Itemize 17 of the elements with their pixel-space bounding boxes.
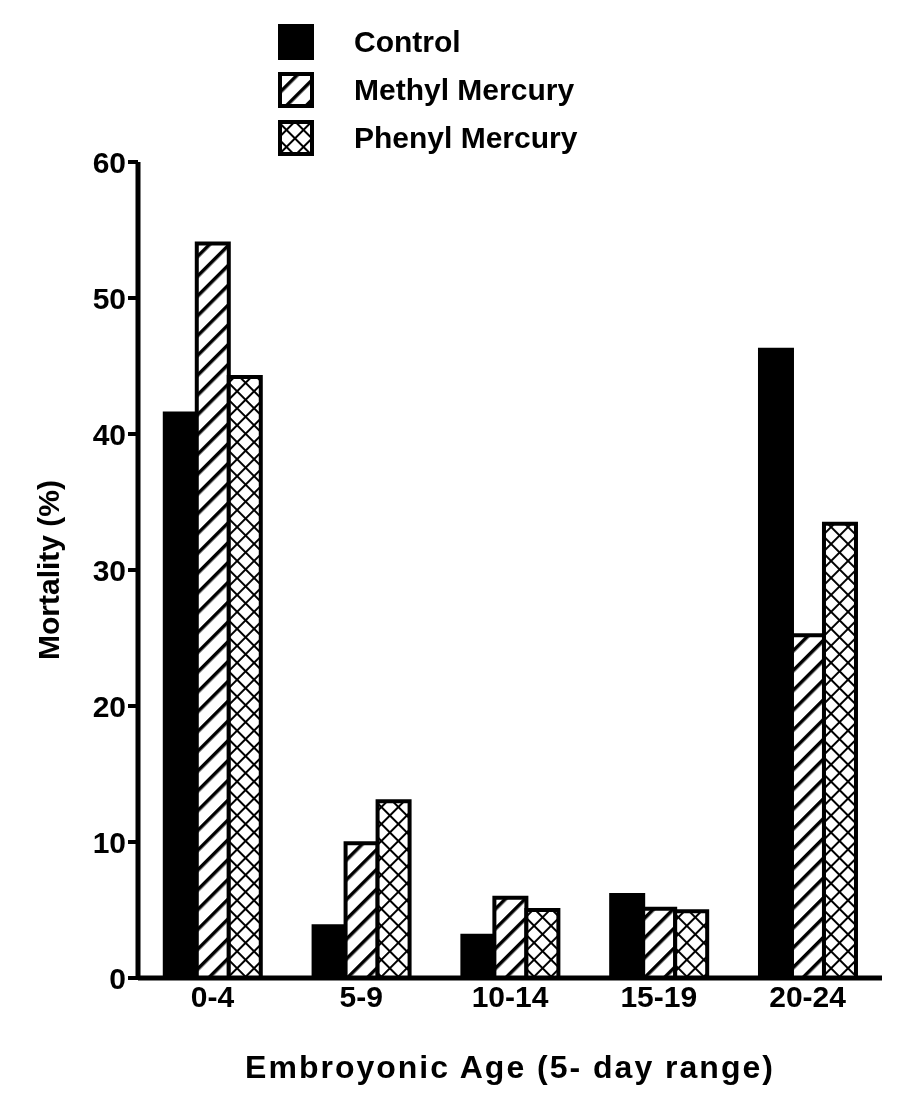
x-axis-title: Embroyonic Age (5- day range) [245,1049,775,1085]
x-tick-label: 10-14 [471,980,549,1014]
x-tick-label: 20-24 [769,980,847,1014]
y-axis-title: Mortality (%) [31,480,65,660]
y-tick-label: 60 [92,145,126,179]
y-tick-label: 20 [92,689,126,723]
x-tick-label: 15-19 [620,980,698,1014]
y-tick-label: 40 [92,417,126,451]
y-tick-label: 50 [92,281,126,315]
legend-label: Methyl Mercury [354,73,575,107]
x-tick-label: 0-4 [190,980,235,1014]
y-tick-label: 30 [92,553,126,587]
legend-label: Phenyl Mercury [354,121,578,155]
legend-label: Control [354,25,461,59]
y-tick-label: 0 [109,961,126,995]
y-tick-label: 10 [92,825,126,859]
x-tick-label: 5-9 [339,980,383,1014]
